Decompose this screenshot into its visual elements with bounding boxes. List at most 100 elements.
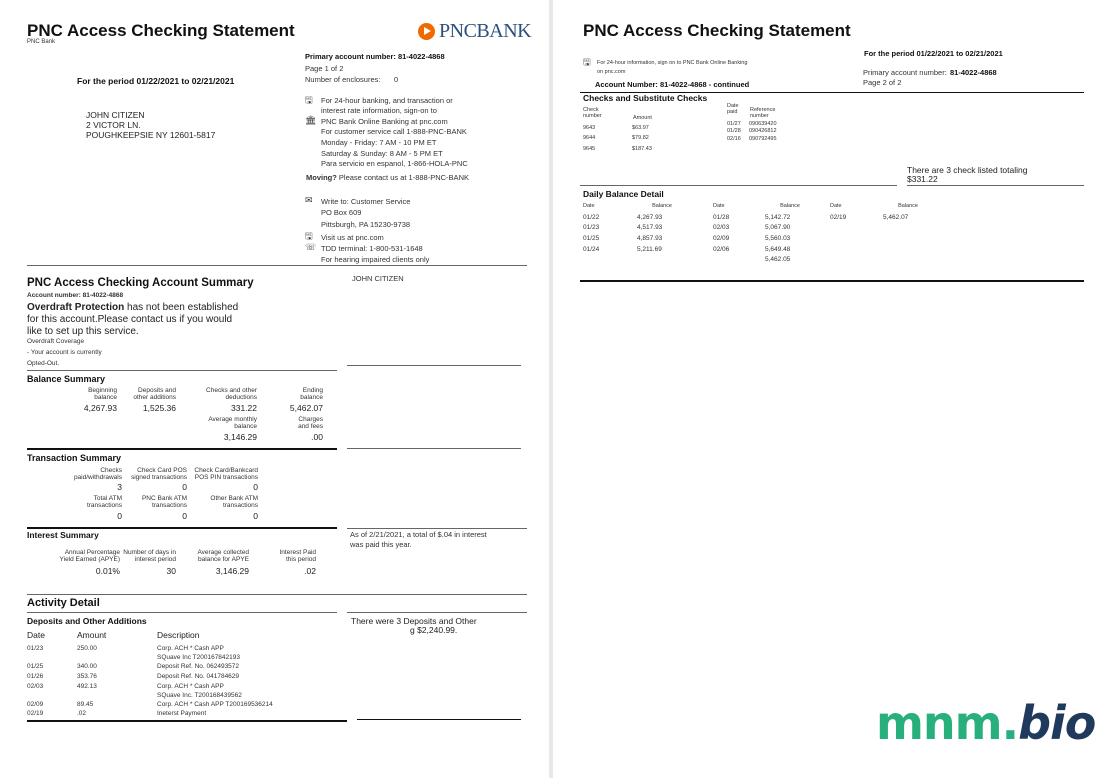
transaction-summary-title: Transaction Summary: [27, 453, 122, 463]
row-amount: 353.76: [77, 673, 97, 680]
watermark-logo: mnm.bio: [876, 696, 1096, 750]
row-description: Deposit Ref. No. 062493572: [157, 663, 240, 670]
header-line: Checks and other: [206, 387, 257, 394]
contact-line: PNC Bank Online Banking at pnc.com: [321, 117, 448, 126]
header-line: transactions: [86, 502, 122, 510]
balance-date: 01/22: [583, 214, 600, 221]
total-atm-count: 0: [117, 511, 122, 521]
overdraft-text: has not been established: [124, 302, 239, 313]
online-banking-note: For 24-hour information, sign on to PNC …: [597, 60, 748, 66]
col-header: Charges and fees: [298, 416, 323, 431]
page-number: Page 1 of 2: [305, 64, 344, 73]
col-amount: Amount: [77, 630, 107, 640]
contact-line: Monday - Friday: 7 AM - 10 PM ET: [321, 138, 437, 147]
overdraft-coverage: Overdraft Coverage: [27, 338, 85, 345]
row-date: 01/23: [27, 645, 44, 652]
city-zip: Pittsburgh, PA 15230-9738: [321, 220, 411, 229]
header-line: PNC Bank ATM: [141, 495, 187, 502]
header-line: number: [583, 113, 602, 120]
balance-date: 02/06: [713, 246, 730, 253]
row-amount: .02: [77, 710, 87, 717]
envelope-icon: ✉: [305, 195, 313, 205]
col-header: Average collected balance for APYE: [197, 549, 249, 564]
divider: [27, 594, 527, 595]
header-line: Date: [727, 103, 739, 109]
header-line: other additions: [133, 394, 176, 402]
pnc-atm-count: 0: [182, 511, 187, 521]
header-line: Reference: [750, 107, 776, 113]
write-to: Write to: Customer Service: [321, 197, 411, 206]
col-header: Checks paid/withdrawals: [74, 467, 122, 482]
balance-amount: 5,560.03: [765, 235, 791, 242]
pnc-logo: PNCBANK: [418, 20, 532, 43]
col-balance: Balance: [898, 203, 918, 209]
col-header: Check Card/Bankcard POS PIN transactions: [194, 467, 258, 482]
enclosures-label: Number of enclosures:: [305, 75, 381, 84]
divider: [357, 719, 521, 720]
check-reference: 090792495: [749, 136, 777, 142]
check-number: 9645: [583, 146, 596, 152]
col-header: PNC Bank ATM transactions: [142, 495, 187, 510]
summary-customer-name: JOHN CITIZEN: [352, 274, 404, 283]
header-line: Average monthly: [208, 416, 257, 423]
deposits-title: Deposits and Other Additions: [27, 616, 147, 626]
moving-text: Please contact us at 1-888-PNC-BANK: [338, 173, 469, 182]
balance-date: 01/28: [713, 214, 730, 221]
col-date: Date: [713, 203, 725, 209]
col-date: Date: [830, 203, 842, 209]
header-line: Annual Percentage: [64, 549, 120, 556]
daily-balance-title: Daily Balance Detail: [583, 189, 664, 199]
row-date: 01/25: [27, 663, 44, 670]
header-line: balance: [300, 394, 323, 402]
col-reference: Reference number: [750, 107, 775, 119]
header-line: Beginning: [88, 387, 117, 394]
header-line: Other Bank ATM: [210, 495, 258, 502]
ending-balance: 5,462.07: [289, 403, 323, 413]
header-line: POS PIN transactions: [194, 474, 258, 482]
account-number-continued: Account Number: 81-4022-4868 - continued: [595, 80, 750, 89]
checks-paid-count: 3: [117, 482, 122, 492]
col-header: Annual Percentage Yield Earned (APYE): [60, 549, 120, 564]
hearing-impaired-note: For hearing impaired clients only: [321, 255, 430, 264]
col-balance: Balance: [780, 203, 800, 209]
page-title: PNC Access Checking Statement: [583, 21, 851, 40]
divider: [347, 448, 521, 449]
row-description: Deposit Ref. No. 041784629: [157, 673, 240, 680]
divider: [27, 612, 337, 613]
apye-value: 0.01%: [95, 566, 120, 576]
interest-paid: .02: [304, 566, 316, 576]
page-title: PNC Access Checking Statement: [27, 21, 295, 40]
col-header: Average monthly balance: [208, 416, 257, 431]
check-reference: 090426812: [749, 128, 777, 134]
col-header: Interest Paid this period: [280, 549, 317, 564]
header-line: Total ATM: [93, 495, 122, 502]
header-line: balance for APYE: [198, 556, 249, 564]
interest-days: 30: [166, 566, 176, 576]
check-date: 02/16: [727, 136, 741, 142]
overdraft-text: like to set up this service.: [27, 326, 139, 337]
balance-date: 01/25: [583, 235, 600, 242]
page-separator: [549, 0, 553, 778]
header-line: paid/withdrawals: [73, 474, 122, 482]
header-line: Yield Earned (APYE): [59, 556, 120, 564]
deductions-total: 331.22: [231, 403, 257, 413]
header-line: Charges: [298, 416, 323, 423]
row-date: 01/26: [27, 673, 44, 680]
header-line: Deposits and: [138, 387, 176, 394]
computer-icon: 🖫: [583, 57, 591, 67]
account-summary-title: PNC Access Checking Account Summary: [27, 277, 254, 289]
overdraft-text: for this account.Please contact us if yo…: [27, 314, 233, 325]
divider: [27, 448, 337, 450]
balance-amount: 5,142.72: [765, 214, 791, 221]
divider: [347, 365, 521, 366]
col-balance: Balance: [652, 203, 672, 209]
header-line: number: [750, 113, 769, 120]
check-date: 01/27: [727, 121, 741, 127]
balance-date: 01/23: [583, 224, 600, 231]
header-line: paid: [727, 109, 738, 116]
col-date-paid: Date paid: [727, 103, 739, 115]
header-line: Check Card/Bankcard: [194, 467, 258, 474]
moving-notice: Moving? Please contact us at 1-888-PNC-B…: [306, 173, 469, 182]
overdraft-label: Overdraft Protection: [27, 302, 125, 313]
header-line: Average collected: [197, 549, 249, 556]
